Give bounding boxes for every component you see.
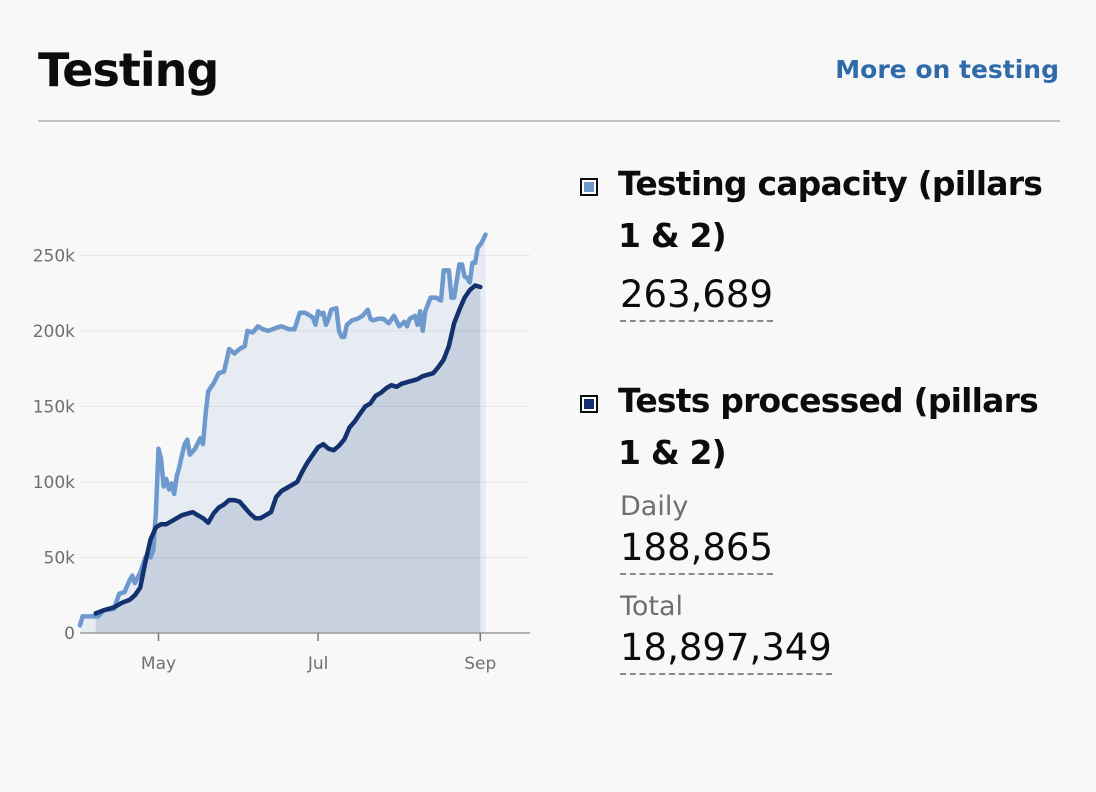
capacity-value[interactable]: 263,689 [620,272,774,322]
daily-value[interactable]: 188,865 [620,525,774,575]
x-tick-label: Sep [464,654,496,674]
legend-processed: Tests processed (pillars 1 & 2) Daily 18… [580,375,1060,675]
x-tick-label: Jul [307,654,329,674]
processed-label: Tests processed (pillars 1 & 2) [618,381,1039,472]
y-tick-label: 250k [33,246,75,266]
series-line-capacity [77,232,488,628]
capacity-swatch-icon [580,178,598,196]
processed-swatch-icon [580,395,598,413]
series-line-processed [93,283,483,616]
legend-capacity: Testing capacity (pillars 1 & 2) 263,689 [580,158,1060,322]
x-tick-label: May [141,654,176,674]
y-tick-label: 100k [33,473,75,493]
y-tick-label: 0 [64,624,75,644]
page-title: Testing [38,43,219,97]
total-label: Total [620,591,684,622]
testing-chart: 0 50k 100k 150k 200k 250k May Jul Sep [33,232,530,674]
series-area-1 [95,285,481,633]
daily-label: Daily [620,491,689,522]
y-tick-label: 150k [33,397,75,417]
header-divider [38,120,1060,122]
y-tick-label: 200k [33,322,75,342]
y-tick-label: 50k [44,548,76,568]
series-area-0 [80,234,486,633]
more-on-testing-link[interactable]: More on testing [835,55,1059,84]
total-value[interactable]: 18,897,349 [620,625,832,675]
capacity-label: Testing capacity (pillars 1 & 2) [618,164,1043,255]
